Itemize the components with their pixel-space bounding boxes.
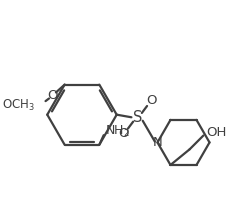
Text: S: S xyxy=(133,110,142,125)
Text: OCH$_3$: OCH$_3$ xyxy=(2,98,35,113)
Text: O: O xyxy=(146,94,157,107)
Text: O: O xyxy=(47,89,58,102)
Text: NH$_2$: NH$_2$ xyxy=(105,124,130,139)
Text: OH: OH xyxy=(206,126,226,138)
Text: O: O xyxy=(118,127,129,140)
Text: N: N xyxy=(153,136,162,149)
